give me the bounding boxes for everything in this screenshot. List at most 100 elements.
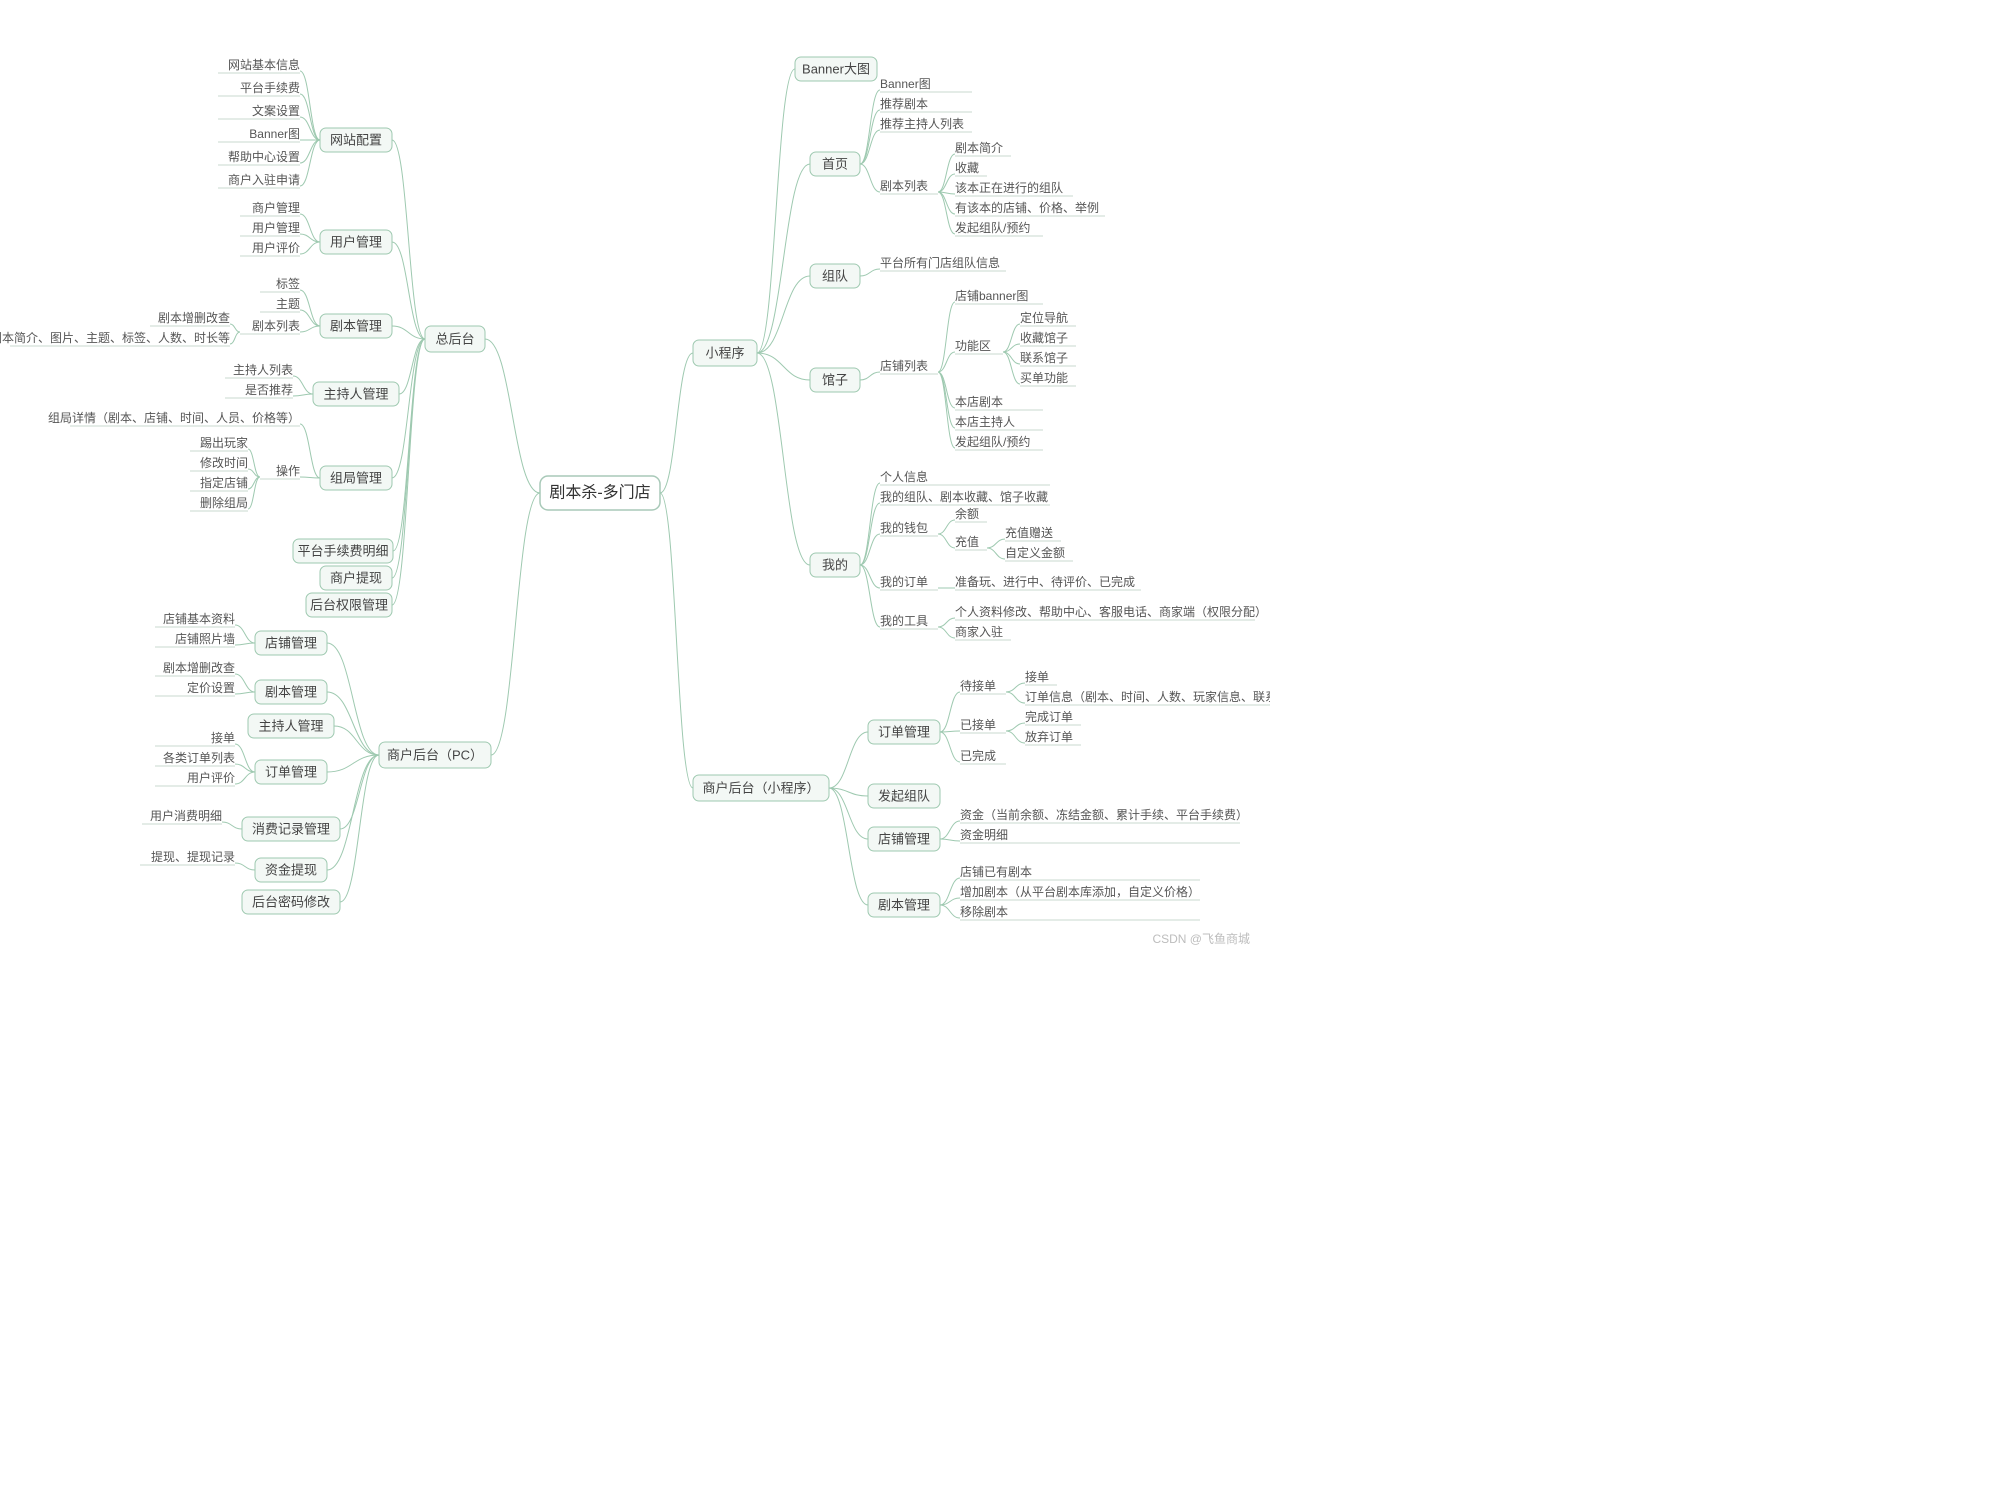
svg-text:平台手续费明细: 平台手续费明细 (297, 544, 388, 559)
svg-text:已完成: 已完成 (960, 748, 996, 763)
svg-text:组队: 组队 (822, 269, 848, 284)
svg-text:平台手续费: 平台手续费 (240, 80, 300, 95)
svg-text:馆子: 馆子 (822, 373, 848, 388)
svg-text:提现、提现记录: 提现、提现记录 (151, 849, 235, 864)
svg-text:本店主持人: 本店主持人 (955, 414, 1015, 429)
svg-text:帮助中心设置: 帮助中心设置 (228, 149, 300, 164)
svg-text:放弃订单: 放弃订单 (1025, 729, 1073, 744)
svg-text:移除剧本: 移除剧本 (960, 904, 1008, 919)
svg-text:商家入驻: 商家入驻 (955, 624, 1003, 639)
svg-text:商户管理: 商户管理 (252, 200, 300, 215)
svg-text:店铺banner图: 店铺banner图 (955, 289, 1028, 303)
svg-text:发起组队/预约: 发起组队/预约 (955, 220, 1030, 235)
svg-text:接单: 接单 (211, 730, 235, 745)
mindmap-canvas: 剧本杀-多门店 总后台 网站配置 网站基本信息平台手续费文案设置 Banner图帮助中心… (0, 0, 1270, 955)
svg-text:余额: 余额 (955, 506, 979, 521)
svg-text:商户后台（小程序）: 商户后台（小程序） (702, 781, 819, 796)
svg-text:用户消费明细: 用户消费明细 (150, 808, 222, 823)
svg-text:组局管理: 组局管理 (330, 471, 382, 486)
svg-text:操作: 操作 (276, 463, 300, 478)
svg-text:功能区: 功能区 (955, 339, 991, 353)
svg-text:商户后台（PC）: 商户后台（PC） (387, 748, 483, 763)
svg-text:店铺列表: 店铺列表 (880, 359, 928, 373)
svg-text:该本正在进行的组队: 该本正在进行的组队 (955, 180, 1063, 195)
svg-text:店铺已有剧本: 店铺已有剧本 (960, 865, 1032, 879)
svg-text:各类订单列表: 各类订单列表 (163, 750, 235, 765)
svg-text:用户评价: 用户评价 (252, 240, 300, 255)
svg-text:增加剧本（从平台剧本库添加，自定义价格）: 增加剧本（从平台剧本库添加，自定义价格） (960, 884, 1200, 899)
svg-text:订单管理: 订单管理 (878, 725, 930, 740)
svg-text:主持人列表: 主持人列表 (233, 362, 293, 377)
svg-text:用户管理: 用户管理 (252, 220, 300, 235)
svg-text:店铺管理: 店铺管理 (878, 832, 930, 847)
svg-text:收藏: 收藏 (955, 161, 979, 175)
svg-text:剧本简介、图片、主题、标签、人数、时长等: 剧本简介、图片、主题、标签、人数、时长等 (0, 330, 230, 345)
svg-text:接单: 接单 (1025, 669, 1049, 684)
svg-text:资金（当前余额、冻结金额、累计手续、平台手续费）: 资金（当前余额、冻结金额、累计手续、平台手续费） (960, 807, 1248, 822)
svg-text:推荐主持人列表: 推荐主持人列表 (880, 116, 964, 131)
svg-text:我的工具: 我的工具 (880, 613, 928, 628)
svg-text:Banner大图: Banner大图 (802, 62, 870, 77)
svg-text:主持人管理: 主持人管理 (323, 387, 388, 402)
svg-text:CSDN @飞鱼商城: CSDN @飞鱼商城 (1152, 931, 1250, 946)
svg-text:总后台: 总后台 (435, 332, 474, 347)
svg-text:Banner图: Banner图 (249, 127, 300, 141)
svg-text:自定义金额: 自定义金额 (1005, 545, 1065, 560)
svg-text:我的钱包: 我的钱包 (880, 520, 928, 535)
svg-text:剧本管理: 剧本管理 (265, 685, 317, 700)
svg-text:推荐剧本: 推荐剧本 (880, 97, 928, 111)
svg-text:发起组队: 发起组队 (878, 789, 930, 804)
svg-text:定位导航: 定位导航 (1020, 310, 1068, 325)
svg-text:本店剧本: 本店剧本 (955, 395, 1003, 409)
svg-text:用户管理: 用户管理 (330, 235, 382, 250)
svg-text:网站基本信息: 网站基本信息 (228, 57, 300, 72)
svg-text:商户提现: 商户提现 (330, 571, 382, 586)
svg-text:资金提现: 资金提现 (265, 863, 317, 878)
svg-text:网站配置: 网站配置 (330, 133, 382, 148)
svg-text:文案设置: 文案设置 (252, 103, 300, 118)
svg-text:我的: 我的 (822, 558, 848, 573)
svg-text:充值赠送: 充值赠送 (1005, 525, 1053, 540)
svg-text:Banner图: Banner图 (880, 77, 931, 91)
svg-text:已接单: 已接单 (960, 717, 996, 732)
svg-text:待接单: 待接单 (960, 678, 996, 693)
svg-text:剧本列表: 剧本列表 (252, 319, 300, 333)
svg-text:店铺照片墙: 店铺照片墙 (175, 632, 235, 646)
svg-text:用户评价: 用户评价 (187, 770, 235, 785)
svg-text:首页: 首页 (822, 157, 848, 172)
svg-text:资金明细: 资金明细 (960, 827, 1008, 842)
svg-text:店铺管理: 店铺管理 (265, 636, 317, 651)
svg-text:店铺基本资料: 店铺基本资料 (163, 612, 235, 626)
svg-text:充值: 充值 (955, 534, 979, 549)
svg-text:我的订单: 我的订单 (880, 574, 928, 589)
svg-text:定价设置: 定价设置 (187, 680, 235, 695)
svg-text:后台密码修改: 后台密码修改 (252, 895, 330, 910)
svg-text:有该本的店铺、价格、举例: 有该本的店铺、价格、举例 (955, 200, 1099, 215)
svg-text:修改时间: 修改时间 (200, 455, 248, 470)
svg-text:剧本管理: 剧本管理 (878, 898, 930, 913)
svg-text:商户入驻申请: 商户入驻申请 (228, 172, 300, 187)
svg-text:小程序: 小程序 (705, 346, 744, 361)
svg-text:后台权限管理: 后台权限管理 (310, 598, 388, 613)
svg-text:收藏馆子: 收藏馆子 (1020, 330, 1068, 345)
svg-text:指定店铺: 指定店铺 (200, 475, 248, 490)
svg-text:主持人管理: 主持人管理 (258, 719, 323, 734)
svg-text:剧本杀-多门店: 剧本杀-多门店 (549, 484, 650, 502)
svg-text:剧本管理: 剧本管理 (330, 319, 382, 334)
svg-text:买单功能: 买单功能 (1020, 371, 1068, 385)
svg-text:个人资料修改、帮助中心、客服电话、商家端（权限分配）: 个人资料修改、帮助中心、客服电话、商家端（权限分配） (955, 604, 1267, 619)
svg-text:删除组局: 删除组局 (200, 495, 248, 510)
svg-text:准备玩、进行中、待评价、已完成: 准备玩、进行中、待评价、已完成 (955, 574, 1135, 589)
svg-text:平台所有门店组队信息: 平台所有门店组队信息 (880, 255, 1000, 270)
svg-text:主题: 主题 (276, 297, 300, 311)
svg-text:订单信息（剧本、时间、人数、玩家信息、联系玩家）: 订单信息（剧本、时间、人数、玩家信息、联系玩家） (1025, 689, 1270, 704)
svg-text:标签: 标签 (276, 276, 300, 291)
svg-text:是否推荐: 是否推荐 (245, 383, 293, 397)
svg-text:剧本列表: 剧本列表 (880, 179, 928, 193)
svg-text:发起组队/预约: 发起组队/预约 (955, 434, 1030, 449)
svg-text:组局详情（剧本、店铺、时间、人员、价格等）: 组局详情（剧本、店铺、时间、人员、价格等） (48, 410, 300, 425)
svg-text:消费记录管理: 消费记录管理 (252, 822, 330, 837)
svg-text:个人信息: 个人信息 (880, 469, 928, 484)
svg-text:剧本增删改查: 剧本增删改查 (158, 311, 230, 325)
svg-text:踢出玩家: 踢出玩家 (200, 435, 248, 450)
